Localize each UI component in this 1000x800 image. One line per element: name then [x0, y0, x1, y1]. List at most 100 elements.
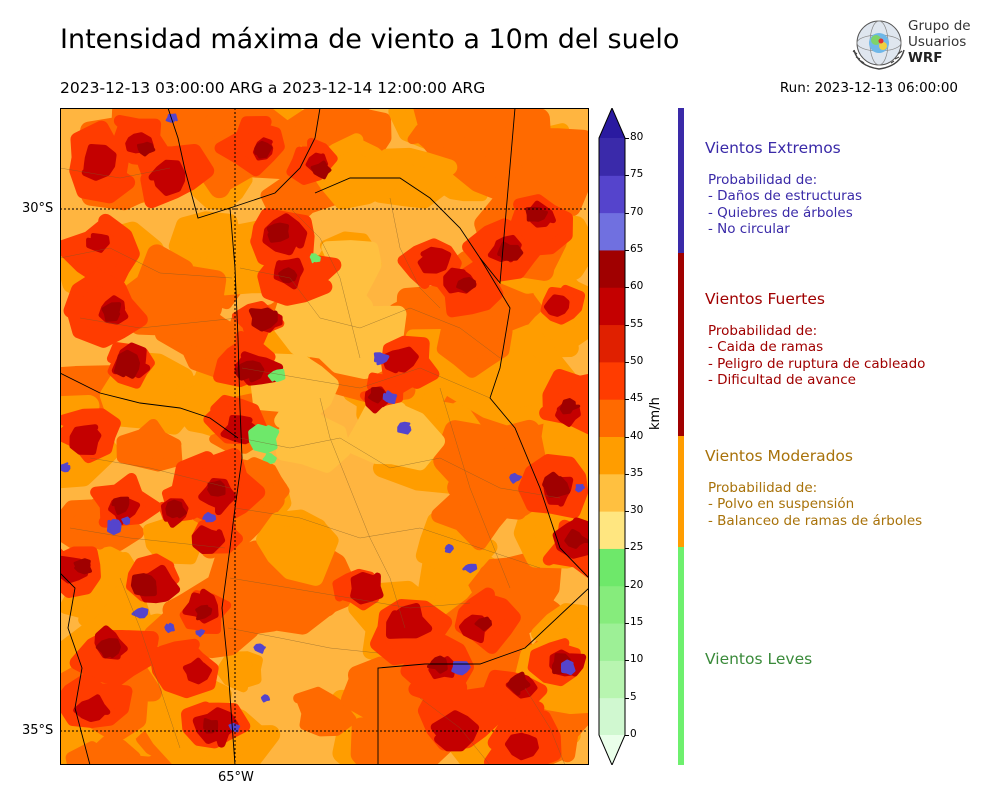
- wind-area-calm: [267, 368, 286, 382]
- colorbar-tick-mark: [625, 399, 629, 401]
- wind-area-calm: [248, 424, 280, 454]
- wind-area-strongest: [101, 302, 122, 322]
- colorbar-tick-label: 25: [630, 541, 644, 554]
- wind-area-extreme: [260, 694, 271, 703]
- colorbar-tick-mark: [625, 735, 629, 736]
- wind-area-strongest: [111, 496, 130, 515]
- colorbar-tick-label: 20: [630, 578, 644, 591]
- wind-area-extreme: [164, 622, 175, 633]
- wind-area-strongest: [266, 222, 290, 243]
- map-frame: [60, 108, 589, 765]
- wind-area-strongest: [506, 671, 531, 696]
- colorbar-segment: [599, 212, 625, 251]
- colorbar-extend-min: [599, 735, 625, 765]
- colorbar-segment: [599, 660, 625, 699]
- wind-area-stronger: [381, 346, 419, 374]
- wind-area-stronger: [81, 144, 117, 181]
- wind-area: [215, 651, 263, 693]
- wind-area-stronger: [385, 602, 433, 639]
- colorbar-tick-label: 80: [630, 131, 644, 143]
- category-desc-line: - No circular: [708, 220, 790, 237]
- category-desc-line: - Daños de estructuras: [708, 188, 863, 205]
- wind-area-strongest: [278, 267, 298, 284]
- lat-label-35s: 35°S: [22, 723, 54, 738]
- wind-area-strongest: [73, 558, 92, 575]
- colorbar-tick-mark: [625, 511, 629, 513]
- wind-area-stronger: [86, 232, 110, 253]
- wind-area-calm: [309, 253, 321, 264]
- wind-area-strongest: [474, 616, 492, 632]
- colorbar-tick-mark: [625, 548, 629, 550]
- colorbar-segment: [599, 511, 625, 549]
- colorbar-tick-mark: [625, 660, 629, 662]
- colorbar-tick-mark: [625, 138, 629, 139]
- wind-area-extreme: [382, 390, 398, 405]
- wind-area-strongest: [367, 386, 386, 404]
- wind-area-strongest: [113, 349, 140, 379]
- map-title: Intensidad máxima de viento a 10m del su…: [60, 24, 680, 55]
- colorbar-segment: [599, 138, 625, 176]
- wind-area: [496, 128, 589, 217]
- category-bar-strong: [678, 253, 684, 436]
- colorbar-segment: [599, 548, 625, 587]
- wind-area-strongest: [542, 471, 571, 498]
- wind-area-strongest: [136, 141, 156, 157]
- wind-area: [142, 515, 204, 565]
- wind-area-extreme: [121, 516, 131, 526]
- colorbar-tick-label: 65: [630, 242, 644, 255]
- colorbar: [598, 108, 626, 765]
- wind-area-stronger: [543, 294, 570, 317]
- colorbar-tick-label: 10: [630, 653, 644, 666]
- category-title-light: Vientos Leves: [705, 650, 813, 668]
- wind-area-strongest: [254, 140, 273, 159]
- colorbar-tick-label: 15: [630, 616, 644, 629]
- wind-area-extreme: [451, 661, 471, 676]
- category-desc-line: - Caida de ramas: [708, 339, 824, 356]
- category-bar-light: [678, 547, 684, 765]
- colorbar-segment: [599, 361, 625, 400]
- category-title-extreme: Vientos Extremos: [705, 139, 841, 157]
- department-boundaries: [60, 167, 566, 765]
- wind-area-extreme: [444, 543, 454, 554]
- wind-area-strongest: [248, 307, 278, 332]
- category-desc-line: - Dificultad de avance: [708, 371, 856, 388]
- category-desc-moderate: Probabilidad de: - Polvo en suspensión -…: [708, 480, 922, 529]
- wind-area-extreme: [195, 629, 206, 638]
- colorbar-tick-mark: [625, 324, 629, 326]
- colorbar-tick-mark: [625, 473, 629, 475]
- colorbar-tick-mark: [625, 436, 629, 438]
- logo-line-3: WRF: [908, 50, 943, 66]
- globe-logo-icon: [852, 20, 905, 70]
- wind-area-stronger: [73, 694, 111, 723]
- lon-label-65w: 65°W: [218, 770, 254, 785]
- colorbar-segments: [599, 108, 625, 765]
- colorbar-tick-mark: [625, 361, 629, 363]
- colorbar-tick-label: 60: [630, 280, 644, 293]
- colorbar-tick-mark: [625, 623, 629, 625]
- wind-area-stronger: [191, 525, 226, 555]
- wind-area-strongest: [310, 160, 332, 180]
- logo-line-2: Usuarios: [908, 34, 967, 50]
- wind-area-stronger: [182, 657, 212, 685]
- wind-area-strongest: [195, 604, 213, 621]
- political-boundaries: [60, 108, 589, 765]
- colorbar-tick-label: 45: [630, 392, 644, 405]
- wind-area-stronger: [504, 732, 539, 761]
- colorbar-segment: [599, 623, 625, 661]
- wind-area: [413, 108, 523, 164]
- colorbar-tick-mark: [625, 212, 629, 214]
- wind-area-extreme: [397, 421, 412, 435]
- colorbar-segment: [599, 399, 625, 437]
- colorbar-tick-label: 50: [630, 354, 644, 367]
- wind-area-strongest: [525, 206, 548, 222]
- category-desc-line: Probabilidad de:: [708, 172, 818, 188]
- wind-map: [60, 108, 589, 765]
- category-bar-extreme: [678, 108, 684, 253]
- category-desc-line: - Quiebres de árboles: [708, 204, 853, 221]
- wind-area-extreme: [202, 511, 217, 523]
- graticule: [60, 108, 589, 765]
- category-desc-extreme: Probabilidad de: - Daños de estructuras …: [708, 172, 862, 237]
- colorbar-tick-mark: [625, 175, 629, 177]
- wind-area-extreme: [462, 563, 478, 574]
- colorbar-tick-mark: [625, 287, 629, 289]
